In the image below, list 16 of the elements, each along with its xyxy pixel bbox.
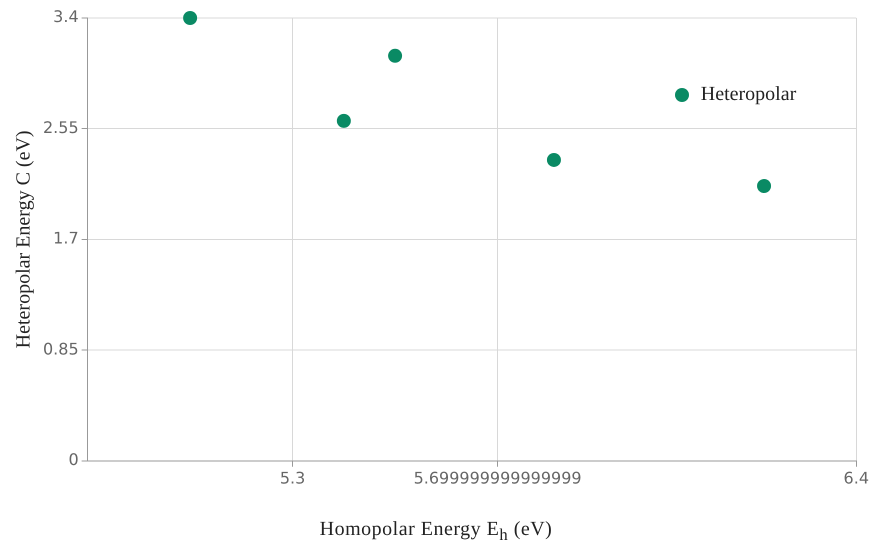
point bbox=[546, 152, 561, 167]
point bbox=[336, 114, 351, 128]
point bbox=[183, 11, 198, 25]
y-tick-label: 1.7 bbox=[53, 228, 79, 248]
point bbox=[388, 48, 402, 63]
x-axis-title: Homopolar Energy E$_{h}$ (eV) bbox=[318, 518, 554, 545]
y-tick-label: 2.55 bbox=[43, 118, 79, 137]
y-axis-title: Heteropolar Energy C (eV) bbox=[12, 130, 34, 348]
point bbox=[757, 179, 772, 194]
legend-label: Heteropolar bbox=[700, 83, 796, 106]
x-tick-label: 5.3 bbox=[280, 468, 306, 488]
y-tick-label: 0 bbox=[68, 450, 79, 469]
x-tick-label: 5.699999999999999 bbox=[414, 468, 582, 488]
y-tick-label: 3.4 bbox=[53, 7, 79, 26]
x-tick-label: 6.4 bbox=[844, 468, 870, 488]
y-tick-label: 0.85 bbox=[43, 339, 79, 358]
